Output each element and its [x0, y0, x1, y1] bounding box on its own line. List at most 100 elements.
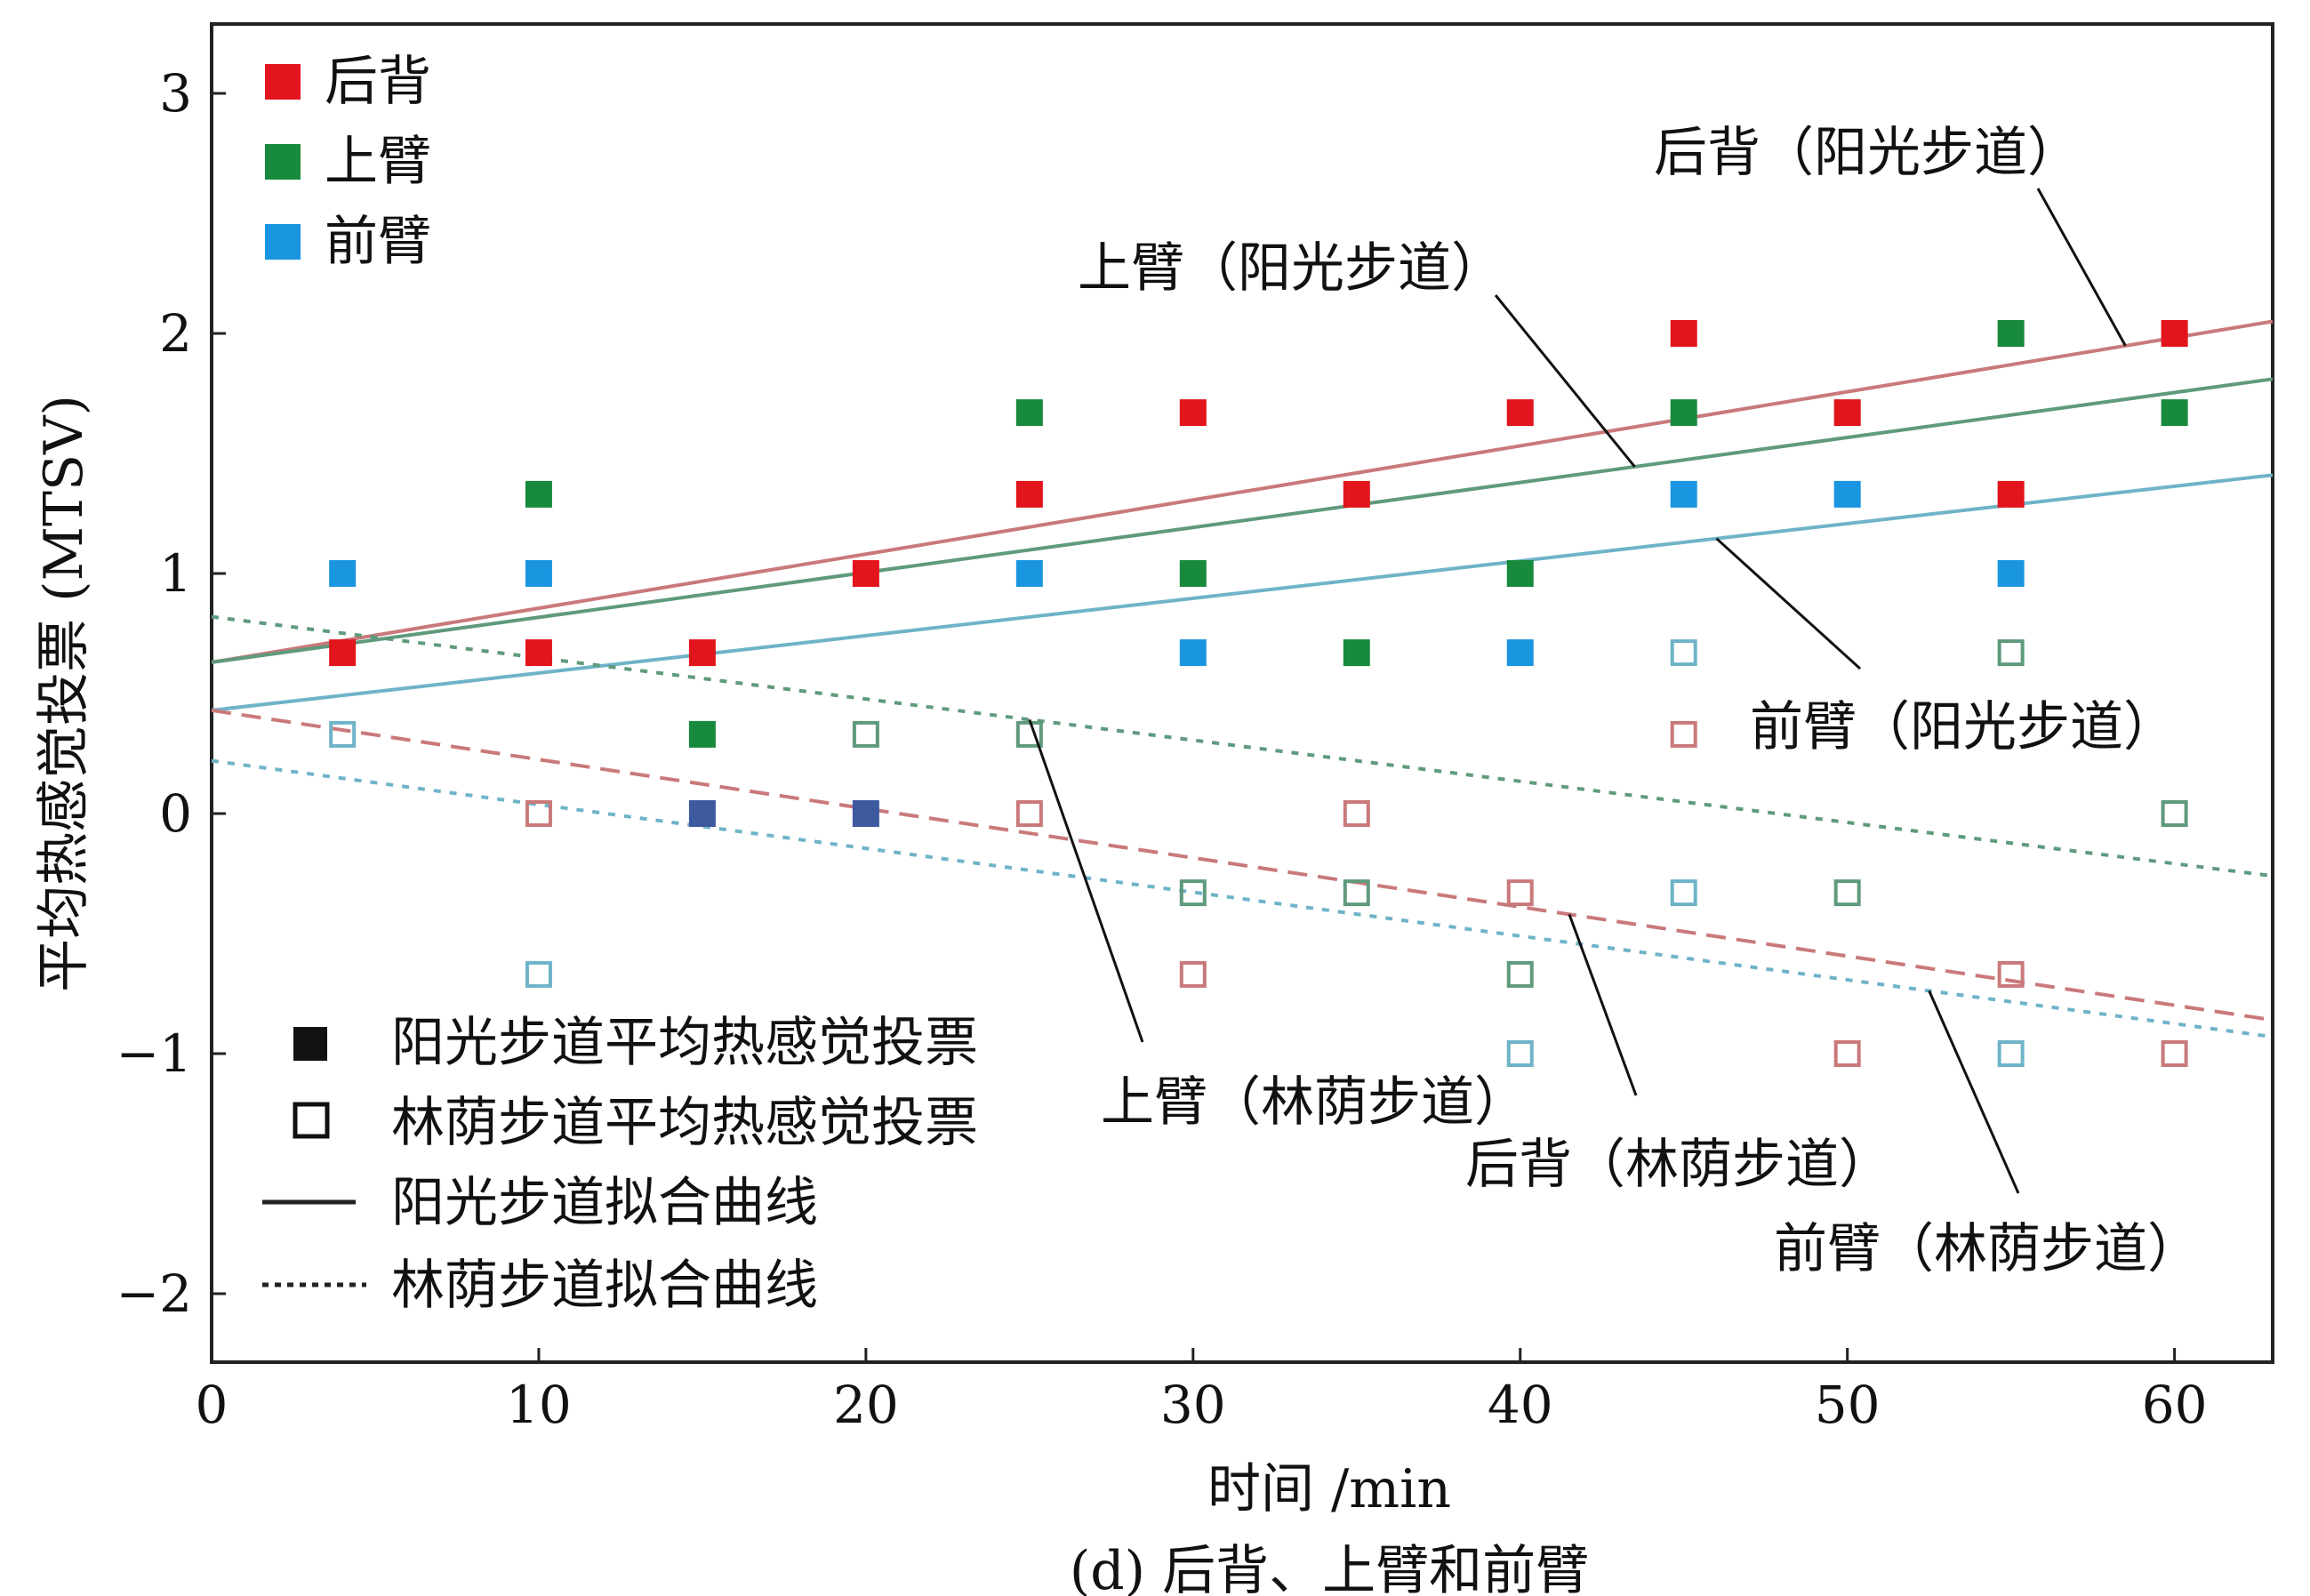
point-upper-arm-shaded-4: [1506, 960, 1534, 988]
point-upper-arm-shaded-7: [2161, 800, 2188, 827]
point-forearm-shaded-3: [1670, 879, 1697, 907]
point-back-sunny-7: [1506, 399, 1534, 427]
point-forearm-sunny-7: [1997, 560, 2025, 587]
point-upper-arm-sunny-6: [1670, 399, 1697, 427]
fit-line-upper-arm-shaded: [211, 614, 2274, 878]
point-upper-arm-sunny-7: [1997, 320, 2025, 347]
point-back-sunny-9: [1833, 399, 1861, 427]
point-back-shaded-8: [2161, 1040, 2188, 1067]
point-forearm-shaded-2: [1670, 639, 1697, 667]
point-back-shaded-6: [1833, 1040, 1861, 1067]
legend-swatch-back: [265, 64, 301, 100]
fit-line-forearm-sunny: [211, 473, 2274, 712]
legend-symbol-open-square: [293, 1102, 330, 1139]
annotation-back-sunny: 后背（阳光步道）: [1654, 122, 2081, 184]
point-forearm-shaded-0: [329, 720, 357, 748]
y-tick-label-0: −2: [116, 1263, 193, 1324]
point-upper-arm-sunny-1: [688, 720, 716, 748]
point-upper-arm-shaded-3: [1343, 879, 1370, 907]
point-forearm-sunny-2: [1015, 560, 1043, 587]
legend-parts: 后背 上臂 前臂: [265, 51, 431, 273]
point-back-shaded-5: [1670, 720, 1697, 748]
point-forearm-shaded-5: [1997, 1040, 2025, 1067]
annotation-forearm-sunny: 前臂（阳光步道）: [1750, 696, 2177, 758]
annotation-upper-arm-sunny: 上臂（阳光步道）: [1078, 237, 1504, 300]
annotation-back-shaded: 后背（林荫步道）: [1465, 1134, 1892, 1196]
annotation-leader-3: [1028, 718, 1144, 1043]
point-upper-arm-shaded-5: [1833, 879, 1861, 907]
point-forearm-sunny-3: [1179, 639, 1207, 667]
point-upper-arm-sunny-3: [1179, 560, 1207, 587]
x-tick-label-0: 0: [196, 1375, 229, 1435]
point-back-sunny-8: [1670, 320, 1697, 347]
legend-swatch-upper-arm: [265, 144, 301, 180]
annotation-leader-2: [1715, 537, 1862, 670]
point-forearm-sunny-6: [1833, 480, 1861, 508]
x-tick-label-6: 60: [2142, 1375, 2208, 1435]
y-tick-label-2: 0: [159, 783, 192, 844]
point-forearm-sunny-5: [1670, 480, 1697, 508]
annotation-leader-4: [1568, 913, 1638, 1096]
legend-label-shaded-votes: 林荫步道平均热感觉投票: [391, 1092, 978, 1154]
point-back-shaded-3: [1343, 800, 1370, 827]
point-back-shaded-4: [1506, 879, 1534, 907]
legend-label-forearm: 前臂: [325, 211, 431, 273]
legend-label-sunny-fit: 阳光步道拟合曲线: [391, 1172, 818, 1234]
y-tick-label-1: −1: [116, 1023, 193, 1084]
point-back-sunny-0: [329, 639, 357, 667]
legend-label-upper-arm: 上臂: [325, 131, 431, 193]
x-tick-label-3: 30: [1160, 1375, 1226, 1435]
legend-swatch-forearm: [265, 224, 301, 260]
point-back-shaded-1: [1015, 800, 1043, 827]
annotation-forearm-shaded: 前臂（林荫步道）: [1774, 1218, 2201, 1280]
axis-ticks: 0 10 20 30 40 50 60 −2 −1 0 1 2 3: [116, 63, 2208, 1435]
fit-line-back-sunny: [211, 319, 2274, 664]
fit-line-back-shaded: [211, 708, 2274, 1023]
x-tick-label-5: 50: [1815, 1375, 1881, 1435]
annotation-upper-arm-shaded: 上臂（林荫步道）: [1101, 1071, 1528, 1134]
point-upper-arm-shaded-6: [1997, 639, 2025, 667]
point-upper-arm-shaded-2: [1179, 879, 1207, 907]
point-back-sunny-5: [1179, 399, 1207, 427]
plot-frame: [210, 22, 2274, 1364]
legend-label-sunny-votes: 阳光步道平均热感觉投票: [391, 1012, 978, 1074]
point-back-sunny-2: [688, 639, 716, 667]
y-tick-label-4: 2: [159, 303, 192, 364]
point-upper-arm-sunny-4: [1343, 639, 1370, 667]
data-points: [329, 320, 2188, 1067]
x-tick-label-1: 10: [506, 1375, 572, 1435]
fit-line-forearm-shaded: [211, 758, 2274, 1039]
x-tick-label-2: 20: [833, 1375, 899, 1435]
point-upper-arm-sunny-8: [2161, 399, 2188, 427]
point-back-shaded-0: [525, 800, 552, 827]
point-back-shaded-2: [1179, 960, 1207, 988]
point-upper-arm-sunny-5: [1506, 560, 1534, 587]
chart-caption: (d) 后背、上臂和前臂: [1070, 1540, 1589, 1596]
point-forearm-shaded-1: [525, 960, 552, 988]
point-back-sunny-11: [2161, 320, 2188, 347]
legend-symbol-filled-square: [293, 1027, 327, 1061]
annotation-leader-5: [1928, 990, 2020, 1194]
annotation-leader-1: [1494, 294, 1636, 468]
point-forearm-sunny-0: [329, 560, 357, 587]
point-overlap-sunny-0: [688, 800, 716, 827]
fit-lines: [211, 319, 2274, 1039]
point-forearm-shaded-4: [1506, 1040, 1534, 1067]
point-forearm-sunny-4: [1506, 639, 1534, 667]
point-back-sunny-3: [852, 560, 879, 587]
legend-label-shaded-fit: 林荫步道拟合曲线: [391, 1255, 818, 1317]
point-back-sunny-10: [1997, 480, 2025, 508]
point-back-sunny-6: [1343, 480, 1370, 508]
x-tick-label-4: 40: [1488, 1375, 1553, 1435]
point-back-shaded-7: [1997, 960, 2025, 988]
y-tick-label-5: 3: [159, 63, 192, 124]
legend-label-back: 后背: [325, 51, 431, 113]
legend-types: 阳光步道平均热感觉投票 林荫步道平均热感觉投票 阳光步道拟合曲线 林荫步道拟合曲…: [262, 1012, 978, 1317]
annotation-leader-0: [2036, 188, 2127, 347]
point-upper-arm-sunny-2: [1015, 399, 1043, 427]
fit-line-upper-arm-sunny: [211, 377, 2274, 664]
y-axis-title: 平均热感觉投票 (MTSV): [33, 395, 95, 992]
point-back-sunny-1: [525, 639, 552, 667]
x-axis-title: 时间 /min: [1207, 1458, 1451, 1520]
